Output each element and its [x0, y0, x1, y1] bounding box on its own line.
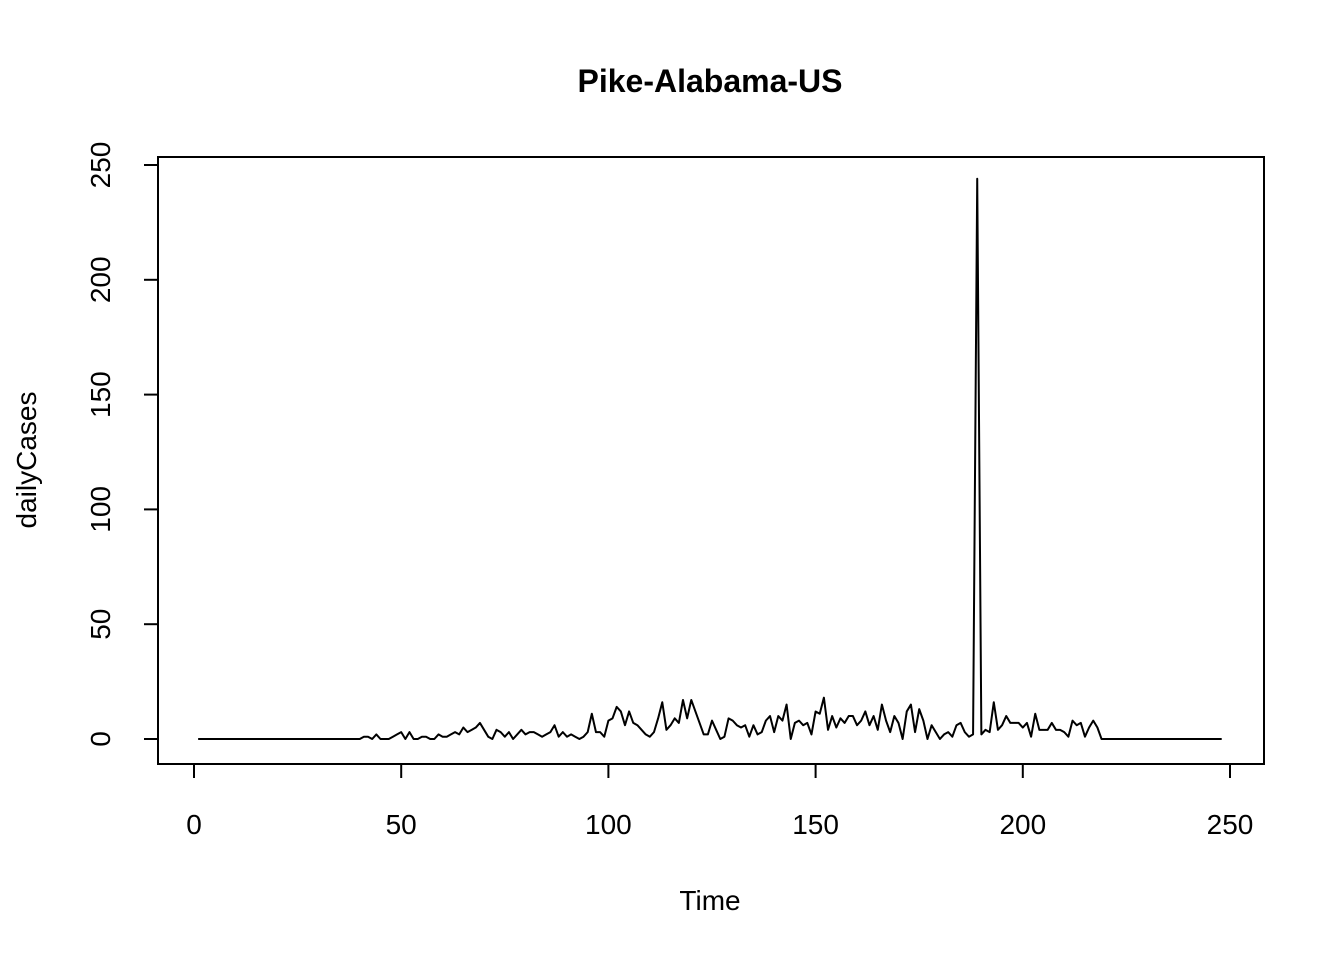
chart-title: Pike-Alabama-US	[578, 63, 843, 99]
x-axis: 0 50 100 150 200 250	[186, 763, 1254, 840]
x-tick-label: 150	[792, 809, 839, 840]
x-tick-label: 50	[386, 809, 417, 840]
series-daily-cases	[198, 177, 1222, 740]
x-tick-label: 0	[186, 809, 202, 840]
x-axis-label: Time	[679, 885, 740, 916]
x-tick-label: 250	[1207, 809, 1254, 840]
series-line	[198, 177, 1222, 740]
y-tick-label: 50	[85, 609, 116, 640]
y-tick-label: 0	[85, 731, 116, 747]
plot-frame	[157, 156, 1265, 765]
y-tick-label: 250	[85, 142, 116, 189]
x-tick-label: 100	[585, 809, 632, 840]
x-tick-label: 200	[999, 809, 1046, 840]
y-tick-label: 150	[85, 371, 116, 418]
y-axis: 0 50 100 150 200 250	[85, 142, 159, 747]
y-tick-label: 200	[85, 256, 116, 303]
y-tick-label: 100	[85, 486, 116, 533]
y-axis-label: dailyCases	[11, 392, 42, 529]
